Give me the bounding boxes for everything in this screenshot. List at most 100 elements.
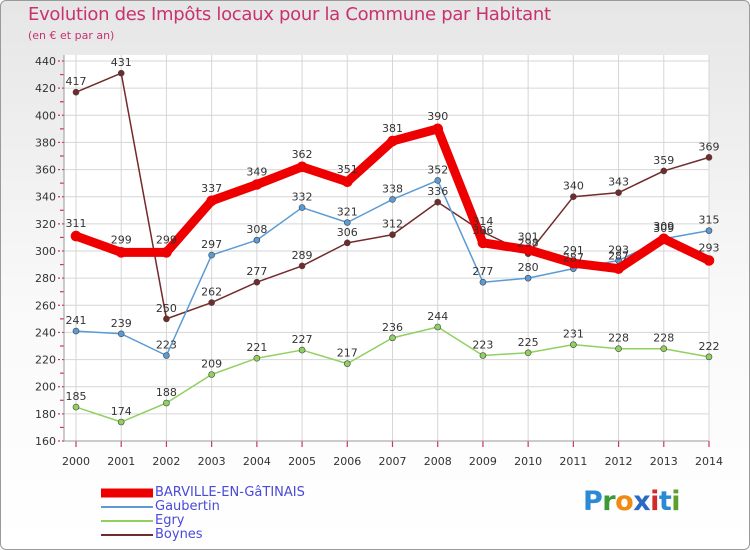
data-label-egry: 188 xyxy=(156,386,177,399)
data-point-boynes xyxy=(660,167,668,175)
data-label-gaubertin: 321 xyxy=(337,206,358,219)
data-point-egry xyxy=(705,353,713,361)
data-label-boynes: 417 xyxy=(66,75,87,88)
data-point-boynes xyxy=(298,262,306,270)
y-tick-label: 380 xyxy=(35,136,56,149)
x-tick-label: 2008 xyxy=(424,455,452,468)
data-label-boynes: 314 xyxy=(472,215,493,228)
data-point-gaubertin xyxy=(253,236,261,244)
x-tick-label: 2002 xyxy=(152,455,180,468)
y-tick-label: 360 xyxy=(35,164,56,177)
data-point-barville-en-g-tinais xyxy=(522,244,534,255)
data-label-boynes: 312 xyxy=(382,218,403,231)
data-label-boynes: 277 xyxy=(246,265,267,278)
x-tick-label: 2012 xyxy=(605,455,633,468)
data-point-barville-en-g-tinais xyxy=(387,135,398,147)
logo-letter: o xyxy=(615,486,634,517)
legend-label-barville: BARVILLE-EN-GâTINAIS xyxy=(155,485,305,500)
data-point-barville-en-g-tinais xyxy=(568,257,579,269)
data-label-barville-en-g-tinais: 306 xyxy=(472,224,493,237)
data-label-gaubertin: 332 xyxy=(292,191,313,204)
data-point-barville-en-g-tinais xyxy=(251,179,263,190)
data-label-gaubertin: 315 xyxy=(699,214,720,227)
data-label-barville-en-g-tinais: 299 xyxy=(156,233,177,246)
data-label-egry: 174 xyxy=(111,405,132,418)
data-point-boynes xyxy=(163,315,170,323)
data-point-boynes xyxy=(117,69,125,77)
data-point-boynes xyxy=(570,193,577,201)
data-label-barville-en-g-tinais: 309 xyxy=(653,220,674,233)
data-label-boynes: 359 xyxy=(653,154,674,167)
data-label-gaubertin: 287 xyxy=(563,252,584,265)
data-label-barville-en-g-tinais: 349 xyxy=(246,166,267,179)
data-point-gaubertin xyxy=(72,327,80,335)
legend-swatch-boynes xyxy=(101,534,153,536)
x-tick-label: 2006 xyxy=(333,455,361,468)
data-point-egry xyxy=(615,345,622,353)
data-point-barville-en-g-tinais xyxy=(432,123,444,135)
logo-letter: t xyxy=(658,486,672,517)
data-label-egry: 225 xyxy=(518,336,539,349)
data-label-boynes: 250 xyxy=(156,302,177,315)
chart-subtitle: (en € et par an) xyxy=(28,29,115,42)
data-point-egry xyxy=(660,345,668,353)
data-point-egry xyxy=(298,346,306,354)
data-label-barville-en-g-tinais: 293 xyxy=(699,242,720,255)
data-label-boynes: 306 xyxy=(337,226,358,239)
logo-letter: i xyxy=(650,486,659,517)
data-point-barville-en-g-tinais xyxy=(206,195,217,207)
proxiti-logo[interactable]: Proxiti xyxy=(583,486,681,517)
data-point-gaubertin xyxy=(117,330,125,338)
data-point-boynes xyxy=(615,189,622,196)
y-tick-label: 340 xyxy=(35,191,56,204)
legend-label-egry: Egry xyxy=(155,513,185,528)
data-point-gaubertin xyxy=(389,196,396,203)
data-label-egry: 236 xyxy=(382,321,403,334)
logo-letter: r xyxy=(602,486,616,517)
x-tick-label: 2005 xyxy=(288,455,316,468)
data-point-barville-en-g-tinais xyxy=(341,176,353,188)
y-tick-label: 160 xyxy=(35,435,56,448)
data-point-boynes xyxy=(389,231,396,239)
data-point-barville-en-g-tinais xyxy=(161,247,172,258)
y-tick-label: 320 xyxy=(35,218,56,231)
data-label-egry: 221 xyxy=(246,341,267,354)
x-tick-label: 2007 xyxy=(379,455,407,468)
y-tick-label: 220 xyxy=(35,354,56,367)
data-label-barville-en-g-tinais: 337 xyxy=(201,182,222,195)
data-point-boynes xyxy=(72,88,80,96)
data-point-gaubertin xyxy=(479,278,487,286)
y-tick-label: 260 xyxy=(35,299,56,312)
data-label-boynes: 336 xyxy=(427,185,448,198)
data-point-gaubertin xyxy=(343,219,351,226)
x-tick-label: 2010 xyxy=(514,455,542,468)
x-tick-label: 2013 xyxy=(650,455,678,468)
y-tick-label: 280 xyxy=(35,272,56,285)
data-point-barville-en-g-tinais xyxy=(296,161,308,173)
data-label-gaubertin: 223 xyxy=(156,339,177,352)
data-point-egry xyxy=(163,399,170,407)
data-label-egry: 228 xyxy=(653,332,674,345)
data-label-barville-en-g-tinais: 287 xyxy=(608,250,629,263)
data-label-barville-en-g-tinais: 291 xyxy=(563,244,584,257)
y-tick-label: 240 xyxy=(35,326,56,339)
y-tick-label: 200 xyxy=(35,381,56,394)
data-point-barville-en-g-tinais xyxy=(477,237,489,249)
x-tick-label: 2000 xyxy=(62,455,90,468)
data-label-gaubertin: 277 xyxy=(472,265,493,278)
data-label-barville-en-g-tinais: 299 xyxy=(111,233,132,246)
data-label-barville-en-g-tinais: 351 xyxy=(337,163,358,176)
data-label-boynes: 343 xyxy=(608,176,629,189)
legend-label-gaubertin: Gaubertin xyxy=(155,499,220,514)
data-label-barville-en-g-tinais: 381 xyxy=(382,122,403,135)
data-label-barville-en-g-tinais: 311 xyxy=(66,217,87,230)
legend-swatch-egry xyxy=(101,520,153,522)
x-tick-label: 2009 xyxy=(469,455,497,468)
data-point-gaubertin xyxy=(705,227,713,234)
data-label-egry: 185 xyxy=(66,390,87,403)
data-point-barville-en-g-tinais xyxy=(70,230,82,242)
chart-title: Evolution des Impôts locaux pour la Comm… xyxy=(28,4,551,25)
data-point-egry xyxy=(72,403,80,411)
y-tick-label: 180 xyxy=(35,408,56,421)
data-point-egry xyxy=(117,418,125,426)
